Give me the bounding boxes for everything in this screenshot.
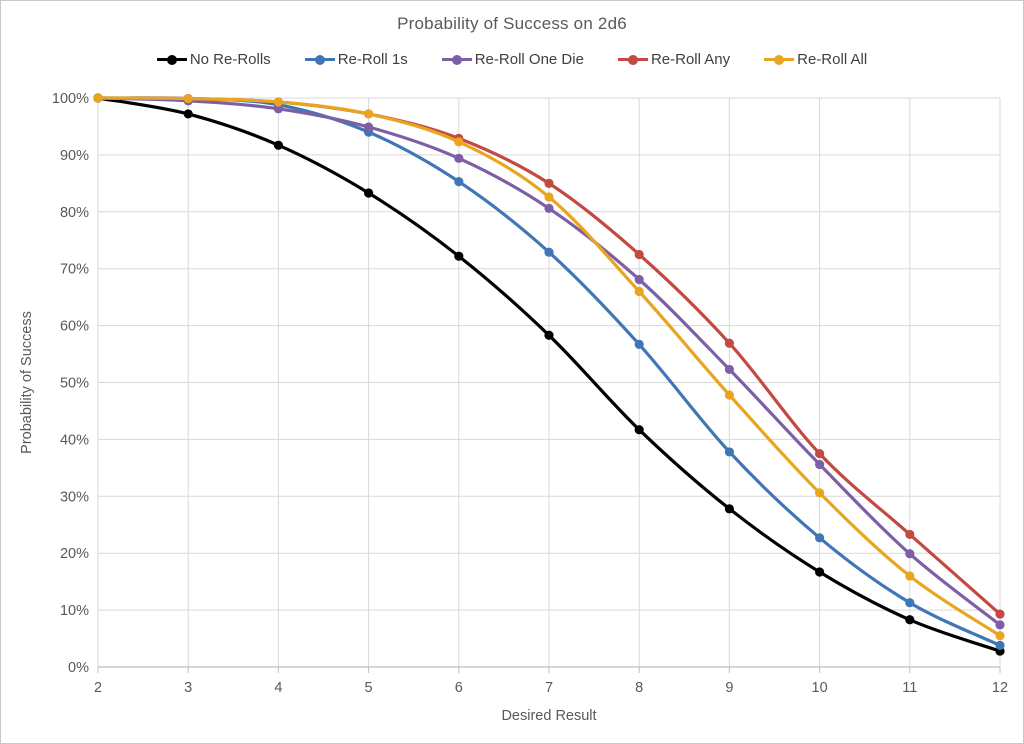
x-tick-label: 4 (274, 680, 282, 696)
legend-item-re-roll-1s: Re-Roll 1s (304, 51, 408, 68)
y-tick-label: 90% (60, 148, 89, 164)
data-point-marker (815, 488, 825, 498)
legend-line-marker-icon (304, 54, 335, 65)
data-point-marker (544, 330, 554, 340)
series-line-re-roll-all (96, 96, 1002, 638)
x-tick-label: 2 (94, 680, 102, 696)
data-point-marker (634, 249, 644, 260)
legend-item-re-roll-all: Re-Roll All (764, 51, 867, 68)
data-point-marker (634, 425, 644, 435)
y-axis-tick-labels: 0% 10% 20% 30% 40% 50% 60% 70% 80% 90% 100% (52, 91, 89, 676)
legend-line-marker-icon (441, 54, 472, 65)
series-line-re-roll-one-die (96, 96, 1002, 627)
data-point-marker (454, 177, 464, 187)
data-point-marker (544, 203, 554, 213)
legend-label: Re-Roll Any (650, 51, 731, 68)
y-tick-label: 0% (68, 660, 89, 676)
data-point-marker (544, 247, 554, 257)
data-point-marker (815, 567, 825, 577)
y-axis-title: Probability of Success (19, 311, 35, 454)
data-point-marker (724, 338, 735, 348)
y-tick-label: 10% (60, 603, 89, 619)
data-point-marker (905, 598, 915, 608)
data-point-marker (995, 640, 1005, 650)
data-point-marker (273, 104, 283, 114)
series-no-re-rolls (93, 93, 1005, 656)
y-tick-label: 100% (52, 91, 89, 107)
chart-title: Probability of Success on 2d6 (397, 14, 627, 33)
x-tick-label: 9 (725, 680, 733, 696)
data-point-marker (454, 137, 464, 147)
data-point-marker (995, 609, 1005, 619)
y-tick-label: 40% (60, 432, 89, 448)
data-point-marker (905, 615, 915, 625)
x-tick-label: 8 (635, 680, 643, 696)
legend-label: Re-Roll All (797, 51, 868, 68)
data-point-marker (634, 339, 644, 349)
data-point-marker (815, 533, 825, 543)
y-tick-label: 60% (60, 319, 89, 335)
data-point-marker (454, 153, 464, 163)
data-point-marker (724, 504, 735, 514)
data-point-marker (364, 188, 374, 198)
data-point-marker (273, 140, 283, 150)
data-point-marker (995, 620, 1005, 630)
data-point-marker (544, 192, 554, 202)
data-point-marker (93, 93, 103, 103)
data-point-marker (273, 97, 283, 107)
data-point-marker (995, 631, 1005, 641)
y-tick-label: 30% (60, 489, 89, 505)
legend-label: No Re-Rolls (189, 51, 271, 68)
series-re-roll-all (93, 93, 1005, 641)
y-tick-label: 20% (60, 546, 89, 562)
data-point-marker (724, 447, 735, 457)
x-tick-label: 5 (365, 680, 373, 696)
series-line-re-roll-1s (96, 96, 1002, 647)
data-point-marker (364, 122, 374, 132)
data-point-marker (905, 549, 915, 559)
x-tick-label: 12 (992, 680, 1008, 696)
data-point-marker (364, 109, 374, 119)
y-tick-label: 50% (60, 376, 89, 392)
legend-item-re-roll-any: Re-Roll Any (617, 51, 731, 68)
data-point-marker (905, 529, 915, 540)
data-point-marker (815, 459, 825, 470)
chart-legend: No Re-Rolls Re-Roll 1s Re-Roll One Die Re-R… (1, 51, 1023, 68)
x-tick-label: 3 (184, 680, 192, 696)
data-point-marker (454, 251, 464, 261)
data-point-marker (724, 364, 735, 375)
x-axis (97, 666, 1001, 673)
y-tick-label: 70% (60, 262, 89, 278)
x-tick-label: 11 (902, 680, 917, 696)
x-axis-tick-labels: 2 3 4 5 6 7 8 9 10 11 12 (94, 680, 1008, 696)
x-tick-label: 7 (545, 680, 553, 696)
x-tick-label: 10 (812, 680, 828, 696)
gridlines (97, 97, 1001, 667)
legend-line-marker-icon (764, 54, 795, 65)
legend-item-re-roll-one-die: Re-Roll One Die (441, 51, 584, 68)
data-point-marker (183, 109, 193, 119)
data-point-marker (544, 178, 554, 188)
data-point-marker (634, 286, 644, 297)
data-point-marker (724, 390, 735, 400)
x-tick-label: 6 (455, 680, 463, 696)
legend-item-no-re-rolls: No Re-Rolls (156, 51, 271, 68)
data-point-marker (815, 449, 825, 459)
legend-label: Re-Roll 1s (337, 51, 408, 68)
legend-label: Re-Roll One Die (474, 51, 584, 68)
x-axis-title: Desired Result (501, 708, 596, 724)
legend-line-marker-icon (617, 54, 648, 65)
legend-line-marker-icon (156, 54, 187, 65)
data-point-marker (634, 274, 644, 285)
data-point-marker (905, 571, 915, 581)
y-tick-label: 80% (60, 205, 89, 221)
data-point-marker (183, 93, 193, 104)
